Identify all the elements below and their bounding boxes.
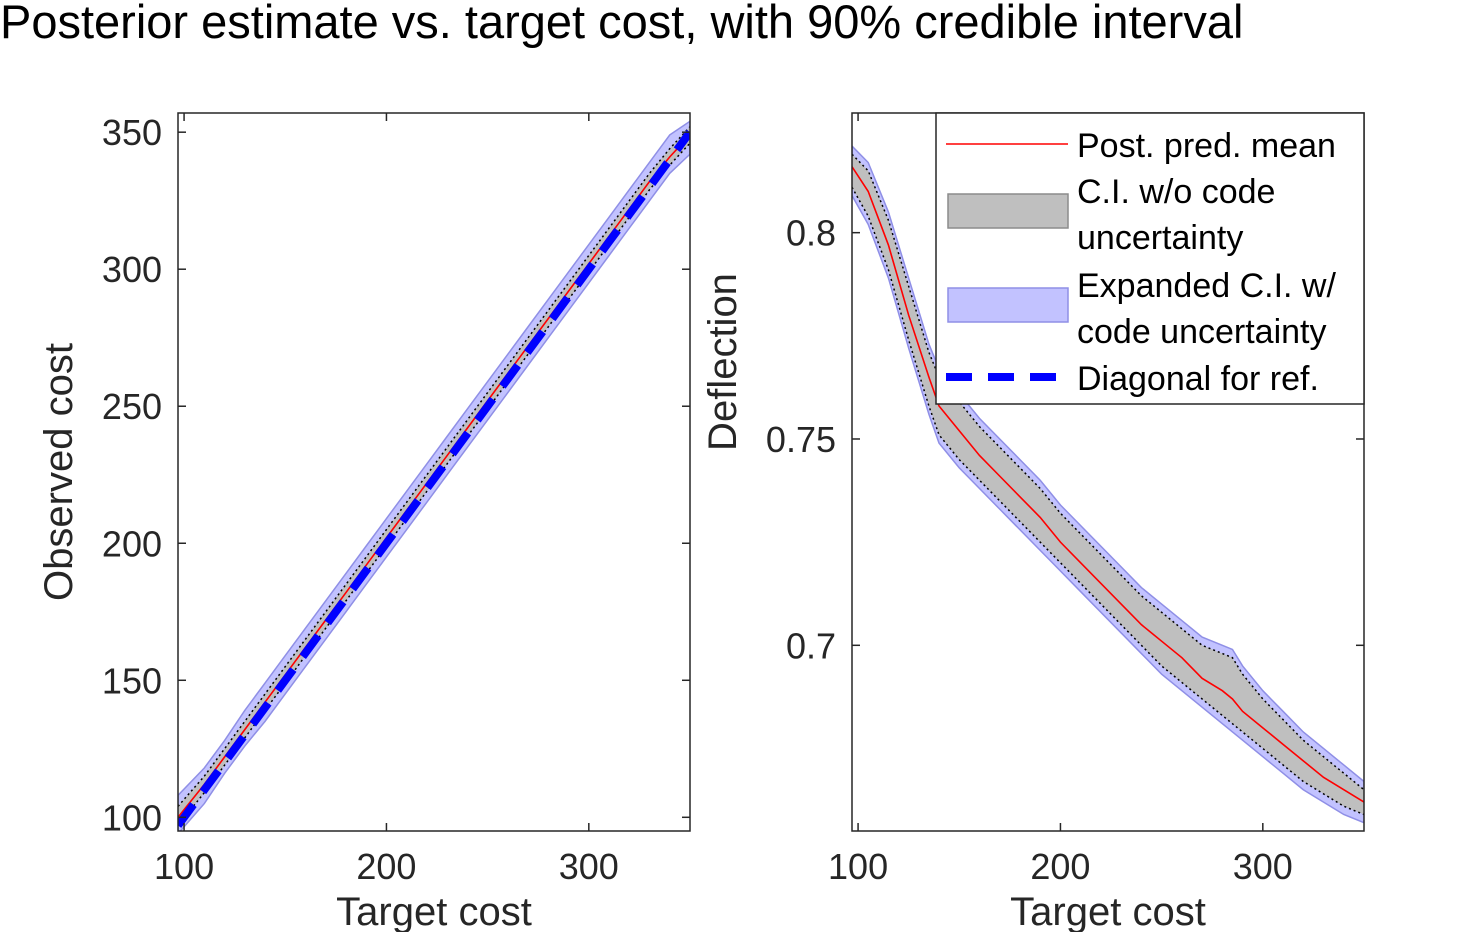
y-tick-label: 300 xyxy=(102,249,162,290)
x-axis-label: Target cost xyxy=(1010,890,1206,932)
diagonal-reference-line xyxy=(178,129,690,828)
ci-band xyxy=(852,154,1364,815)
x-axis-label: Target cost xyxy=(336,890,532,932)
x-tick-label: 300 xyxy=(559,846,619,887)
legend-ci-label-line1: C.I. w/o code xyxy=(1077,173,1275,211)
ci-lower-edge xyxy=(852,186,1364,816)
y-tick-label: 150 xyxy=(102,660,162,701)
y-axis-label: Observed cost xyxy=(37,343,81,601)
x-tick-label: 100 xyxy=(828,846,888,887)
y-tick-label: 350 xyxy=(102,112,162,153)
y-tick-label: 200 xyxy=(102,523,162,564)
plot-area xyxy=(852,144,1364,824)
legend-expanded-label-line2: code uncertainty xyxy=(1077,313,1327,351)
y-tick-label: 0.75 xyxy=(766,419,836,460)
ci-upper-edge xyxy=(178,126,690,807)
legend-mean-label: Post. pred. mean xyxy=(1077,127,1336,165)
legend-expanded-label-line1: Expanded C.I. w/ xyxy=(1077,267,1336,305)
legend-ci-label-line2: uncertainty xyxy=(1077,219,1243,257)
y-tick-label: 250 xyxy=(102,386,162,427)
subplot-1: 100 200 300 100 150 200 250 300 350 Target cost Ob… xyxy=(37,112,691,932)
x-tick-label: 200 xyxy=(356,846,416,887)
y-tick-label: 0.8 xyxy=(786,213,836,254)
y-tick-label: 100 xyxy=(102,797,162,838)
legend: Post. pred. mean C.I. w/o code uncertainty… xyxy=(935,112,1365,405)
figure-title: Posterior estimate vs. target cost, with… xyxy=(0,0,1244,48)
legend-box xyxy=(935,112,1365,405)
y-tick-label: 0.7 xyxy=(786,625,836,666)
subplot-2: 100 200 300 0.7 0.75 0.8 Target cost Deflection xyxy=(701,112,1365,932)
legend-ci-swatch xyxy=(947,193,1069,229)
axes-box xyxy=(177,112,691,832)
ci-upper-edge xyxy=(852,153,1364,791)
plot-area xyxy=(178,120,690,831)
legend-diagonal-label: Diagonal for ref. xyxy=(1077,360,1319,398)
y-axis-label: Deflection xyxy=(701,273,745,451)
legend-expanded-swatch xyxy=(947,287,1069,323)
x-tick-label: 300 xyxy=(1233,846,1293,887)
x-tick-label: 100 xyxy=(154,846,214,887)
x-tick-label: 200 xyxy=(1030,846,1090,887)
posterior-mean-line xyxy=(852,166,1364,803)
